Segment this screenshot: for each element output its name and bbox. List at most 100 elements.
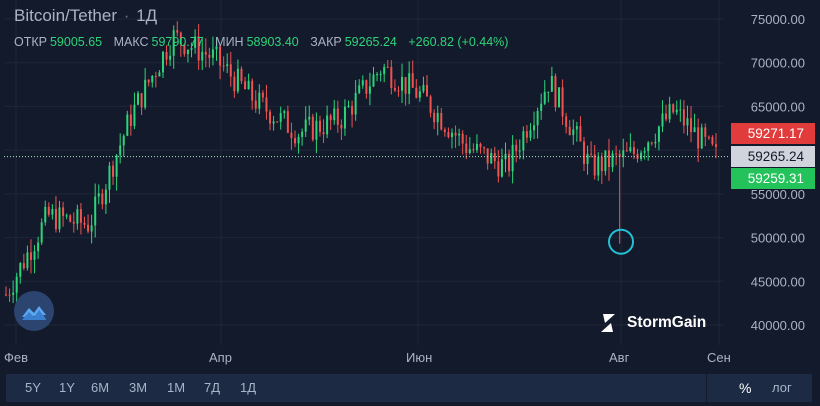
candle-body	[393, 87, 396, 91]
candle-body	[450, 132, 453, 138]
candle-body	[79, 209, 82, 223]
candle-body	[525, 131, 528, 138]
toolbar-divider	[706, 374, 707, 402]
open-label: ОТКР	[14, 35, 47, 49]
candle-body	[568, 126, 571, 136]
candle-body	[297, 136, 300, 144]
candle-body	[33, 251, 36, 260]
candle-body	[219, 46, 222, 66]
candle-body	[490, 152, 493, 164]
lower-price-tag-bg	[731, 168, 815, 189]
candle-body	[172, 30, 175, 56]
candle-body	[515, 144, 518, 152]
candle-body	[404, 77, 407, 94]
candle-body	[311, 116, 314, 140]
change-value: +260.82 (+0.44%)	[408, 35, 509, 49]
candle-body	[101, 193, 104, 205]
candle-body	[154, 75, 157, 77]
percent-scale-toggle[interactable]: %	[739, 380, 752, 396]
candle-body	[94, 196, 97, 226]
candle-body	[140, 93, 143, 108]
candle-body	[447, 132, 450, 138]
candle-body	[483, 147, 486, 149]
candle-body	[486, 148, 489, 164]
low-value: 58903.40	[246, 35, 299, 49]
stormgain-logo-icon	[601, 314, 615, 332]
y-tick-label: 55000.00	[751, 187, 805, 202]
candle-body	[308, 116, 311, 120]
upper-price-tag-bg	[731, 123, 815, 144]
candle-body	[661, 113, 664, 127]
candle-body	[229, 64, 232, 77]
timeframe-3m[interactable]: 3M	[129, 380, 148, 395]
candle-body	[58, 207, 61, 230]
low-label: МИН	[215, 35, 244, 49]
x-tick-label: Июн	[406, 350, 432, 365]
candle-body	[208, 54, 211, 58]
timeframe-1y[interactable]: 1Y	[59, 380, 75, 395]
candle-body	[147, 79, 150, 83]
candle-body	[254, 100, 257, 109]
log-scale-toggle[interactable]: лог	[772, 380, 792, 395]
candle-body	[465, 143, 468, 154]
symbol-label: Bitcoin/Tether	[14, 6, 117, 25]
candle-body	[62, 207, 65, 217]
candle-body	[508, 153, 511, 172]
candle-body	[429, 96, 432, 113]
candle-body	[322, 132, 325, 135]
candle-body	[204, 51, 207, 55]
candle-body	[586, 153, 589, 164]
high-label: МАКС	[113, 35, 149, 49]
candle-body	[454, 132, 457, 136]
candle-body	[479, 143, 482, 148]
candle-body	[368, 86, 371, 94]
candle-body	[165, 51, 168, 60]
timeframe-5y[interactable]: 5Y	[25, 380, 41, 395]
candle-body	[176, 30, 179, 33]
x-tick-label: Авг	[609, 350, 630, 365]
timeframe-1m[interactable]: 1M	[167, 380, 186, 395]
timeframe-1d[interactable]: 1Д	[240, 380, 257, 395]
timeframe-7d[interactable]: 7Д	[204, 380, 221, 395]
candle-body	[112, 165, 115, 177]
candle-body	[315, 120, 318, 140]
candle-body	[279, 112, 282, 122]
candle-body	[497, 161, 500, 177]
candle-body	[5, 294, 7, 296]
candle-body	[533, 125, 536, 131]
candle-body	[222, 65, 225, 67]
candle-body	[97, 193, 100, 197]
candle-body	[286, 111, 289, 133]
candle-body	[108, 165, 111, 190]
candle-body	[686, 118, 689, 126]
candle-body	[318, 120, 321, 133]
current-price-tag-bg	[731, 146, 815, 167]
candle-body	[269, 111, 272, 124]
candle-body	[650, 142, 653, 144]
candle-body	[436, 112, 439, 123]
reset-chart-button[interactable]	[14, 291, 54, 331]
candle-body	[211, 49, 214, 58]
y-tick-label: 45000.00	[751, 274, 805, 289]
candle-body	[554, 76, 557, 108]
candle-body	[351, 105, 354, 115]
timeframe-6m[interactable]: 6M	[91, 380, 110, 395]
candle-body	[354, 92, 357, 115]
candle-body	[675, 109, 678, 113]
candle-body	[372, 74, 375, 87]
candle-body	[625, 150, 628, 152]
upper-price-tag: 59271.17	[748, 126, 804, 141]
current-price-tag: 59265.24	[748, 149, 805, 164]
candle-body	[543, 91, 546, 104]
candle-body	[15, 276, 18, 293]
candle-body	[715, 144, 717, 147]
candle-body	[640, 152, 643, 160]
candle-body	[472, 149, 475, 151]
x-tick-label: Сен	[707, 350, 731, 365]
candle-body	[258, 92, 261, 109]
candle-body	[115, 155, 118, 177]
candle-body	[240, 68, 243, 82]
candle-body	[158, 72, 161, 77]
